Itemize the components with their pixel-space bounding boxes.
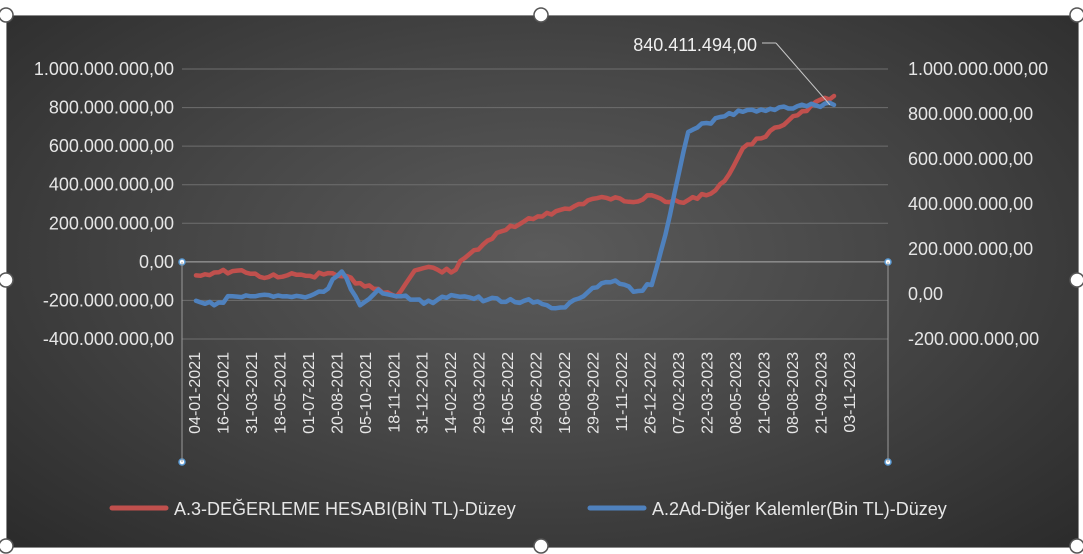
series-line-degerleme — [193, 93, 837, 299]
legend: A.3-DEĞERLEME HESABI(BİN TL)-Düzey A.2Ad-… — [109, 498, 947, 519]
selection-handles[interactable] — [0, 7, 1083, 554]
y-left-tick-label: 800.000.000,00 — [49, 98, 174, 118]
y-axis-left: 1.000.000.000,00 800.000.000,00 600.000.00… — [34, 59, 174, 349]
y-left-tick-label: 0,00 — [139, 252, 174, 272]
x-tick-label: 16-02-2021 — [215, 352, 232, 434]
x-tick-label: 29-06-2022 — [529, 352, 546, 434]
x-tick-label: 08-08-2023 — [785, 352, 802, 434]
x-tick-label: 03-11-2023 — [842, 352, 859, 433]
resize-handle[interactable] — [533, 7, 549, 23]
y-left-tick-label: 400.000.000,00 — [49, 175, 174, 195]
x-tick-label: 29-03-2022 — [472, 352, 489, 434]
x-tick-label: 16-08-2022 — [557, 352, 574, 434]
x-tick-label: 07-02-2023 — [671, 352, 688, 434]
y-left-tick-label: 200.000.000,00 — [49, 213, 174, 233]
resize-handle[interactable] — [1069, 7, 1083, 23]
resize-handle[interactable] — [0, 538, 14, 554]
x-tick-label: 31-12-2021 — [415, 352, 432, 434]
resize-handle[interactable] — [1069, 272, 1083, 288]
x-tick-label: 16-05-2022 — [500, 352, 517, 434]
x-tick-label: 05-10-2021 — [358, 352, 375, 434]
y-left-tick-label: 1.000.000.000,00 — [34, 59, 174, 79]
y-left-tick-label: 600.000.000,00 — [49, 136, 174, 156]
x-tick-label: 20-08-2021 — [329, 352, 346, 434]
x-tick-label: 18-05-2021 — [272, 352, 289, 434]
y-left-tick-label: -200.000.000,00 — [43, 290, 174, 310]
y-left-tick-label: -400.000.000,00 — [43, 329, 174, 349]
legend-label: A.3-DEĞERLEME HESABI(BİN TL)-Düzey — [174, 498, 516, 519]
y-right-tick-label: 600.000.000,00 — [908, 149, 1033, 169]
y-right-tick-label: 1.000.000.000,00 — [908, 59, 1048, 79]
y-right-tick-label: -200.000.000,00 — [908, 329, 1039, 349]
resize-handle[interactable] — [0, 272, 14, 288]
x-tick-label: 14-02-2022 — [443, 352, 460, 434]
x-tick-label: 21-06-2023 — [756, 352, 773, 434]
gridlines — [182, 68, 888, 340]
x-axis: 04-01-2021 16-02-2021 31-03-2021 18-05-2021… — [187, 352, 859, 434]
x-tick-label: 21-09-2023 — [813, 352, 830, 434]
annotation-leader-line — [775, 42, 831, 106]
resize-handle[interactable] — [533, 538, 549, 554]
x-tick-label: 22-03-2023 — [699, 352, 716, 434]
y-right-tick-label: 800.000.000,00 — [908, 104, 1033, 124]
x-tick-label: 26-12-2022 — [642, 352, 659, 434]
x-tick-label: 29-09-2022 — [586, 352, 603, 434]
x-tick-label: 31-03-2021 — [244, 352, 261, 434]
resize-handle[interactable] — [1069, 538, 1083, 554]
y-axis-right: 1.000.000.000,00 800.000.000,00 600.000.00… — [908, 59, 1048, 349]
x-tick-label: 11-11-2022 — [614, 352, 631, 432]
series-lines — [193, 93, 837, 311]
y-right-tick-label: 200.000.000,00 — [908, 239, 1033, 259]
x-tick-label: 08-05-2023 — [728, 352, 745, 434]
x-tick-label: 01-07-2021 — [301, 352, 318, 434]
x-tick-label: 18-11-2021 — [386, 352, 403, 433]
legend-label: A.2Ad-Diğer Kalemler(Bin TL)-Düzey — [652, 499, 947, 519]
x-tick-label: 04-01-2021 — [187, 352, 204, 434]
y-right-tick-label: 0,00 — [908, 284, 943, 304]
annotation-label: 840.411.494,00 — [633, 35, 757, 55]
annotation: 840.411.494,00 — [633, 35, 831, 106]
series-line-diger-kalemler — [193, 100, 837, 311]
chart-area — [6, 15, 1079, 548]
resize-handle[interactable] — [0, 7, 14, 23]
y-right-tick-label: 400.000.000,00 — [908, 194, 1033, 214]
